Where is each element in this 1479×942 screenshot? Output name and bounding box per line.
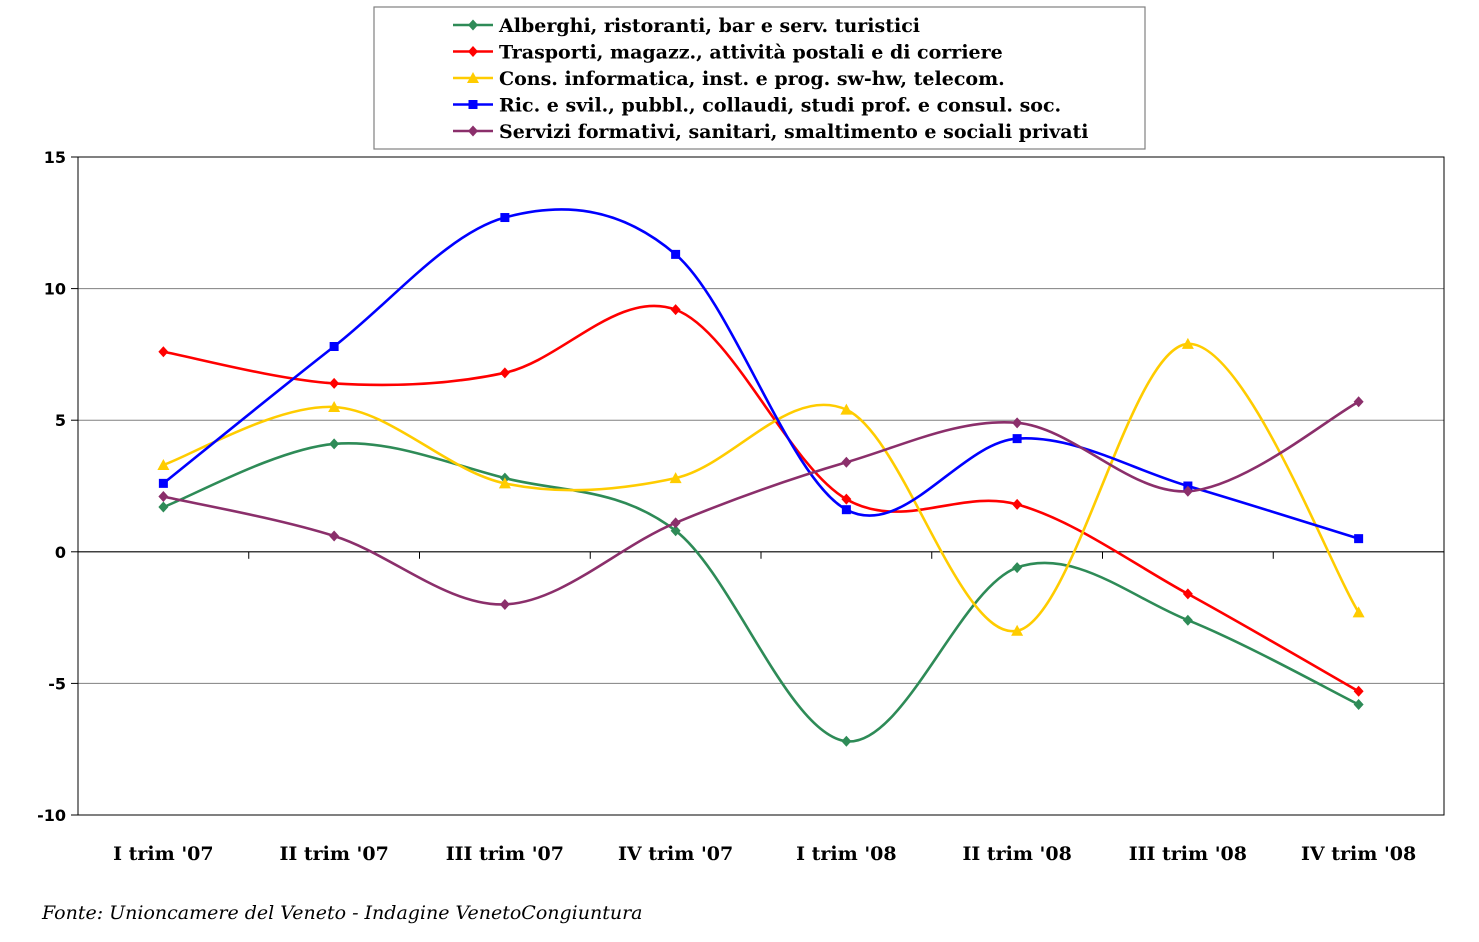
data-point-s4-2 bbox=[329, 342, 339, 352]
y-tick-label: 0 bbox=[55, 543, 66, 562]
data-point-s3-5 bbox=[840, 403, 853, 415]
data-point-s5-5 bbox=[841, 456, 852, 468]
x-tick-label: III trim '08 bbox=[1129, 843, 1247, 865]
data-point-s3-7 bbox=[1181, 337, 1194, 349]
x-tick-label: II trim '08 bbox=[962, 843, 1071, 865]
y-tick-label: -10 bbox=[37, 806, 66, 825]
data-point-s3-6 bbox=[1011, 624, 1024, 636]
legend-swatch-marker bbox=[468, 100, 478, 109]
y-axis-tick-labels: 15 10 5 0 -5 -10 bbox=[37, 148, 78, 825]
legend-label: Cons. informatica, inst. e prog. sw-hw, … bbox=[499, 68, 1005, 90]
data-point-s1-1 bbox=[158, 501, 169, 513]
data-point-s1-8 bbox=[1353, 698, 1364, 710]
data-point-s5-2 bbox=[329, 530, 340, 542]
series-line-5 bbox=[163, 400, 1360, 606]
x-tick-label: I trim '08 bbox=[796, 843, 896, 865]
source-note: Fonte: Unioncamere del Veneto - Indagine… bbox=[41, 902, 643, 924]
x-tick-label: II trim '07 bbox=[279, 843, 388, 865]
data-point-s2-4 bbox=[670, 304, 681, 316]
series-line-4 bbox=[162, 208, 1359, 540]
data-point-s1-4 bbox=[670, 525, 681, 537]
data-point-s4-5 bbox=[841, 505, 851, 515]
series-line-2 bbox=[163, 304, 1360, 693]
data-point-s4-3 bbox=[500, 213, 510, 223]
data-point-s2-3 bbox=[499, 367, 510, 379]
legend-label: Ric. e svil., pubbl., collaudi, studi pr… bbox=[499, 95, 1061, 117]
y-tick-label: 15 bbox=[44, 148, 66, 167]
data-point-s2-6 bbox=[1012, 498, 1023, 510]
legend-swatch-marker bbox=[468, 46, 478, 57]
series-line-1 bbox=[162, 442, 1360, 743]
series-markers bbox=[157, 213, 1365, 747]
legend-label: Servizi formativi, sanitari, smaltimento… bbox=[499, 121, 1089, 143]
data-point-s4-1 bbox=[158, 478, 168, 488]
legend-swatch-marker bbox=[468, 125, 478, 137]
gridlines bbox=[78, 288, 1444, 684]
data-point-s5-7 bbox=[1182, 485, 1193, 497]
plot-area-frame bbox=[77, 156, 1445, 816]
data-point-s1-2 bbox=[329, 438, 340, 450]
x-tick-label: IV trim '08 bbox=[1301, 843, 1416, 865]
data-point-s5-3 bbox=[499, 598, 510, 610]
legend-box bbox=[373, 6, 1146, 150]
y-tick-label: -5 bbox=[48, 674, 66, 693]
series-lines bbox=[162, 208, 1360, 743]
data-point-s3-1 bbox=[157, 458, 170, 470]
data-point-s4-8 bbox=[1354, 534, 1364, 544]
y-tick-label: 5 bbox=[55, 411, 66, 430]
data-point-s1-7 bbox=[1182, 614, 1193, 626]
data-point-s5-1 bbox=[158, 491, 169, 503]
x-axis-tick-labels: I trim '07 II trim '07 III trim '07 IV trim… bbox=[113, 843, 1416, 865]
x-tick-label: III trim '07 bbox=[446, 843, 564, 865]
data-point-s5-8 bbox=[1353, 396, 1364, 408]
data-point-s4-6 bbox=[1012, 434, 1022, 444]
data-point-s5-6 bbox=[1012, 417, 1023, 429]
legend-swatch-marker bbox=[467, 72, 479, 83]
data-point-s2-7 bbox=[1182, 588, 1193, 600]
data-point-s1-6 bbox=[1012, 562, 1023, 574]
data-point-s2-5 bbox=[841, 493, 852, 505]
data-point-s2-2 bbox=[329, 377, 340, 389]
x-tick-label: IV trim '07 bbox=[618, 843, 733, 865]
zero-axis bbox=[78, 551, 1444, 559]
data-point-s3-8 bbox=[1352, 606, 1365, 618]
data-point-s2-1 bbox=[158, 346, 169, 358]
data-point-s3-3 bbox=[498, 477, 511, 489]
data-point-s3-2 bbox=[328, 401, 341, 413]
legend: Alberghi, ristoranti, bar e serv. turist… bbox=[373, 6, 1146, 150]
y-tick-label: 10 bbox=[44, 280, 66, 299]
legend-swatch-marker bbox=[468, 19, 478, 31]
data-point-s3-4 bbox=[669, 472, 682, 484]
data-point-s1-5 bbox=[841, 735, 852, 747]
x-tick-label: I trim '07 bbox=[113, 843, 213, 865]
data-point-s5-4 bbox=[670, 517, 681, 529]
data-point-s2-8 bbox=[1353, 685, 1364, 697]
legend-label: Trasporti, magazz., attività postali e d… bbox=[499, 42, 1003, 64]
data-point-s4-4 bbox=[671, 249, 681, 259]
legend-label: Alberghi, ristoranti, bar e serv. turist… bbox=[498, 15, 920, 37]
